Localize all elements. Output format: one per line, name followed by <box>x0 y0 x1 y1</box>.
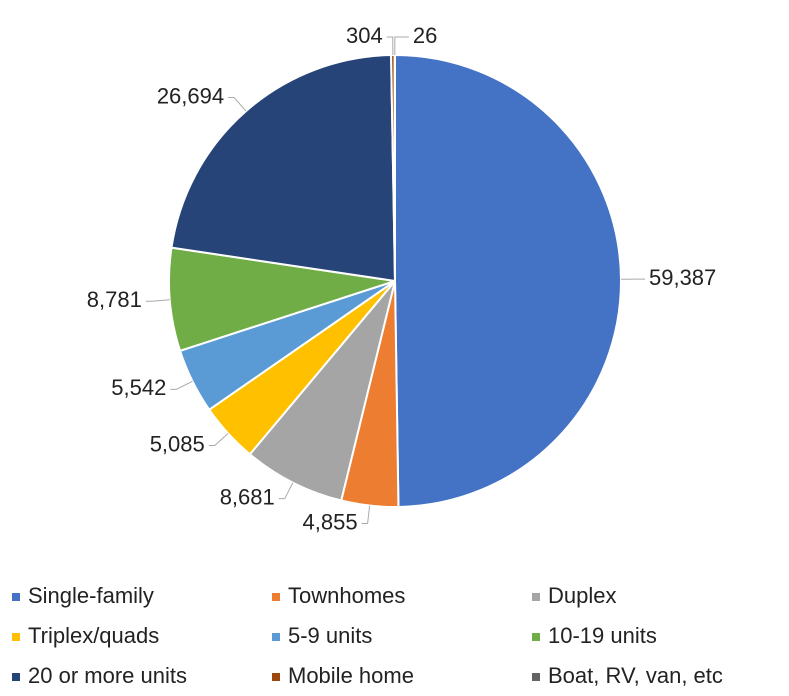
data-label: 304 <box>346 23 383 48</box>
legend-label: Boat, RV, van, etc <box>548 663 723 688</box>
leader-line <box>386 36 394 56</box>
legend-swatch <box>532 633 540 641</box>
pie-slice <box>248 280 396 502</box>
leader-line <box>145 299 170 302</box>
legend-swatch <box>272 673 280 681</box>
data-label: 26,694 <box>157 83 224 108</box>
legend-label: 10-19 units <box>548 623 657 648</box>
legend-label: Townhomes <box>288 583 405 608</box>
data-label: 5,542 <box>111 375 166 400</box>
leader-line <box>361 505 371 524</box>
data-label: 4,855 <box>303 509 358 534</box>
pie-slice <box>170 54 397 283</box>
legend-swatch <box>532 593 540 601</box>
leader-line <box>394 36 409 56</box>
data-label: 8,781 <box>87 287 142 312</box>
data-label: 5,085 <box>150 431 205 456</box>
legend-label: Duplex <box>548 583 616 608</box>
data-label: 26 <box>413 23 437 48</box>
data-label: 8,681 <box>220 484 275 509</box>
pie-slice <box>394 53 622 508</box>
legend-label: 20 or more units <box>28 663 187 688</box>
leader-line <box>208 432 229 446</box>
legend-swatch <box>532 673 540 681</box>
leader-line <box>170 380 193 390</box>
legend-label: 5-9 units <box>288 623 372 648</box>
legend-swatch <box>12 593 20 601</box>
leader-line <box>228 97 247 112</box>
leader-line <box>278 482 294 500</box>
legend-swatch <box>272 633 280 641</box>
legend-label: Mobile home <box>288 663 414 688</box>
legend-swatch <box>12 633 20 641</box>
legend-label: Triplex/quads <box>28 623 159 648</box>
legend-swatch <box>272 593 280 601</box>
legend-swatch <box>12 673 20 681</box>
data-label: 59,387 <box>649 265 716 290</box>
legend-label: Single-family <box>28 583 154 608</box>
